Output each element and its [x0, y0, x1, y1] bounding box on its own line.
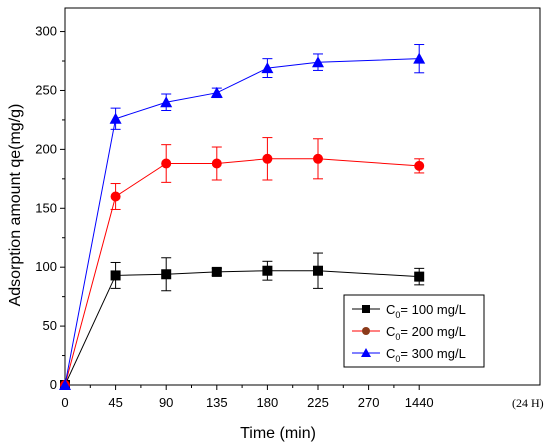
axes-group: 0 50 100 150 200 250 300 0 45 90 135 180 225 270 1440 — [35, 7, 541, 410]
data-point-3-90 — [160, 96, 173, 108]
series-1 — [60, 252, 425, 390]
data-point-3-180 — [261, 62, 274, 74]
x-tick-label-225: 225 — [307, 395, 329, 410]
data-point-3-0 — [59, 379, 71, 390]
data-point-2-1440 — [414, 160, 425, 171]
series-2 — [60, 137, 425, 390]
legend: C0= 100 mg/L C0= 200 mg/L C0= 300 mg/L — [343, 294, 485, 368]
data-point-3-135 — [210, 86, 223, 98]
plot-frame — [64, 7, 541, 386]
data-point-1-90 — [161, 269, 172, 280]
x-tick-label-270: 270 — [358, 395, 380, 410]
series-3 — [59, 44, 426, 390]
legend-marker — [361, 348, 371, 357]
data-point-2-180 — [262, 153, 273, 164]
y-tick-label-300: 300 — [35, 24, 57, 39]
data-point-2-135 — [211, 158, 222, 169]
legend-entry-2: C0= 200 mg/L — [352, 324, 466, 342]
data-point-2-45 — [110, 191, 121, 202]
y-tick-label-0: 0 — [50, 377, 57, 392]
y-tick-label-250: 250 — [35, 82, 57, 97]
data-point-2-225 — [313, 153, 323, 164]
series-group — [59, 44, 426, 390]
data-point-3-45 — [109, 112, 122, 124]
legend-marker — [362, 305, 370, 313]
x-tick-label-1440: 1440 — [405, 395, 434, 410]
x-tick-label-45: 45 — [108, 395, 122, 410]
x-tick-label-135: 135 — [206, 395, 228, 410]
data-point-3-1440 — [413, 52, 426, 64]
legend-label: C0= 300 mg/L — [386, 346, 466, 364]
legend-marker — [362, 327, 370, 335]
data-point-3-225 — [312, 56, 324, 68]
data-point-1-1440 — [414, 271, 425, 282]
data-point-1-225 — [313, 265, 323, 276]
y-tick-label-100: 100 — [35, 259, 57, 274]
x-tick-label-180: 180 — [257, 395, 279, 410]
legend-label: C0= 100 mg/L — [386, 302, 466, 320]
x-tick-label-0: 0 — [61, 395, 68, 410]
y-tick-label-200: 200 — [35, 141, 57, 156]
y-tick-label-50: 50 — [43, 318, 57, 333]
data-point-1-45 — [110, 270, 121, 281]
data-point-2-90 — [161, 158, 172, 169]
legend-entry-1: C0= 100 mg/L — [352, 302, 466, 320]
y-tick-label-150: 150 — [35, 200, 57, 215]
y-axis-title: Adsorption amount qe(mg/g) — [7, 104, 24, 307]
legend-label: C0= 200 mg/L — [386, 324, 466, 342]
x-axis-title: Time (min) — [240, 425, 316, 442]
x-axis-unit-note: (24 H) — [512, 396, 544, 410]
data-point-1-180 — [262, 265, 273, 276]
x-tick-label-90: 90 — [159, 395, 173, 410]
data-point-1-135 — [211, 266, 222, 277]
legend-entry-3: C0= 300 mg/L — [352, 346, 466, 364]
